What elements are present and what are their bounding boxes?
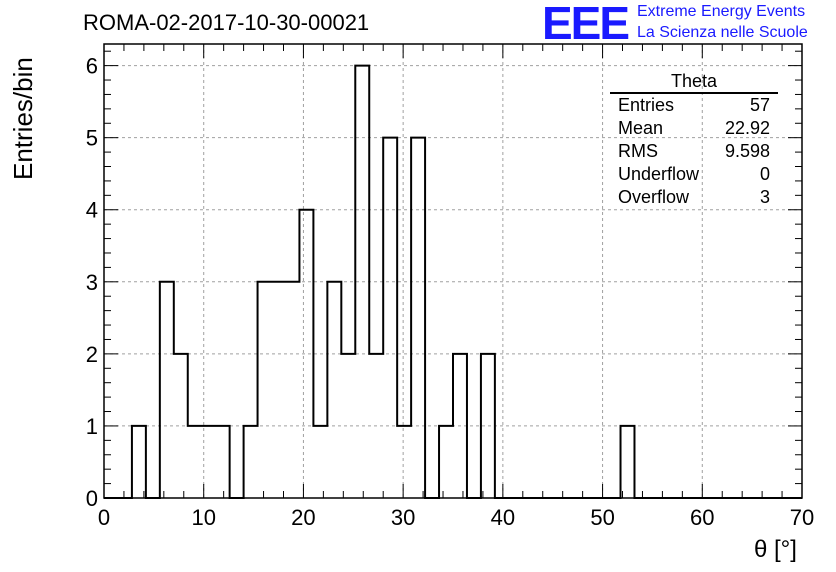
- histogram-bin: [313, 426, 327, 498]
- stats-box: Theta Entries 57 Mean 22.92 RMS 9.598 Underflo…: [610, 70, 778, 209]
- y-tick-label: 2: [86, 342, 98, 367]
- stats-label: Overflow: [618, 187, 690, 207]
- histogram-bin: [258, 282, 272, 498]
- plot-frame: [103, 43, 803, 499]
- stats-label: Mean: [618, 118, 664, 138]
- x-tick-label: 40: [491, 505, 515, 530]
- histogram-bin: [299, 210, 313, 498]
- stats-label: Underflow: [618, 164, 700, 184]
- histogram-bin: [439, 426, 453, 498]
- stats-row-overflow: Overflow 3: [610, 186, 778, 209]
- y-tick-label: 0: [86, 486, 98, 511]
- x-tick-label: 30: [391, 505, 415, 530]
- histogram-bin: [397, 426, 411, 498]
- histogram-bin: [383, 138, 397, 498]
- histogram-bin: [132, 426, 146, 498]
- histogram-bin: [411, 138, 425, 498]
- x-tick-label: 70: [790, 505, 814, 530]
- y-tick-label: 6: [86, 54, 98, 79]
- stats-value: 9.598: [724, 141, 770, 161]
- logo-line-2: La Scienza nelle Scuole: [637, 24, 808, 41]
- histogram-line: [104, 64, 802, 499]
- histogram-bin: [272, 282, 286, 498]
- histogram-bin: [160, 282, 174, 498]
- stats-row-entries: Entries 57: [610, 94, 778, 117]
- stats-row-mean: Mean 22.92: [610, 117, 778, 140]
- x-tick-label: 10: [191, 505, 215, 530]
- histogram-bin: [341, 354, 355, 498]
- x-tick-label: 20: [291, 505, 315, 530]
- stats-row-underflow: Underflow 0: [610, 163, 778, 186]
- histogram-bin: [327, 282, 341, 498]
- chart-title: ROMA-02-2017-10-30-00021: [83, 10, 370, 35]
- eee-logo: EEE: [542, 0, 630, 49]
- x-tick-label: 50: [590, 505, 614, 530]
- y-tick-label: 3: [86, 270, 98, 295]
- histogram-bin: [174, 354, 188, 498]
- y-tick-label: 4: [86, 198, 98, 223]
- stats-value: 22.92: [724, 118, 770, 138]
- logo-line-1: Extreme Energy Events: [637, 3, 806, 20]
- stats-value: 0: [759, 164, 770, 184]
- x-tick-label: 60: [690, 505, 714, 530]
- stats-label: Entries: [618, 95, 675, 115]
- histogram-bin: [285, 282, 299, 498]
- y-tick-label: 1: [86, 414, 98, 439]
- histogram-bin: [216, 426, 230, 498]
- x-tick-label: 0: [98, 505, 110, 530]
- stats-label: RMS: [618, 141, 658, 161]
- stats-row-rms: RMS 9.598: [610, 140, 778, 163]
- x-axis-label: θ [°]: [754, 536, 797, 563]
- y-tick-label: 5: [86, 126, 98, 151]
- histogram-bin: [188, 426, 202, 498]
- histogram-bin: [244, 426, 258, 498]
- stats-value: 57: [749, 95, 770, 115]
- stats-title: Theta: [610, 70, 778, 94]
- stats-value: 3: [759, 187, 770, 207]
- histogram-bin: [621, 426, 635, 498]
